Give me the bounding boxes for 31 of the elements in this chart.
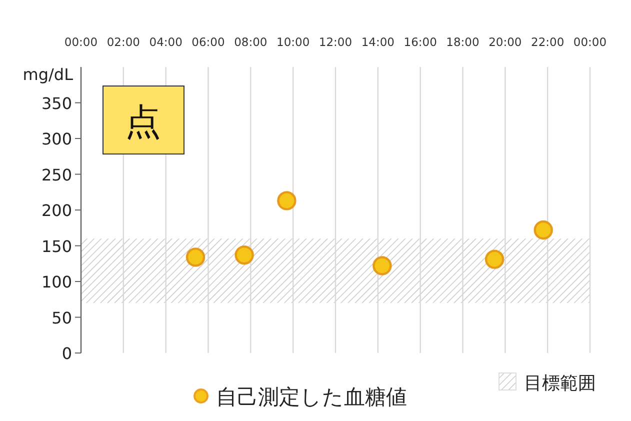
x-tick-label: 00:00 bbox=[64, 35, 98, 49]
point bbox=[186, 248, 206, 267]
point bbox=[372, 256, 392, 276]
y-tick-label: 250 bbox=[41, 165, 72, 184]
y-tick-label: 350 bbox=[41, 94, 72, 113]
y-tick-label: 50 bbox=[52, 308, 72, 328]
legend-label: 自己測定した血糖値 bbox=[216, 385, 407, 409]
y-tick-label: 100 bbox=[41, 272, 72, 292]
y-tick-label: 150 bbox=[41, 236, 72, 256]
y-tick-label: 0 bbox=[62, 344, 72, 363]
y-axis-title: mg/dL bbox=[22, 65, 74, 84]
x-tick-label: 16:00 bbox=[404, 35, 437, 49]
x-tick-label: 08:00 bbox=[234, 35, 268, 49]
x-tick-label: 00:00 bbox=[573, 35, 607, 49]
legend-label: 目標範囲 bbox=[524, 373, 596, 394]
x-tick-label: 04:00 bbox=[149, 35, 182, 49]
y-tick-label: 200 bbox=[41, 201, 72, 220]
x-tick-label: 06:00 bbox=[192, 35, 225, 49]
point bbox=[234, 245, 254, 265]
x-tick-label: 14:00 bbox=[361, 35, 394, 49]
x-tick-label: 20:00 bbox=[488, 35, 522, 49]
y-tick-label: 300 bbox=[41, 130, 72, 148]
point bbox=[277, 191, 296, 210]
annotation: 点 bbox=[125, 102, 161, 143]
x-tick-label: 22:00 bbox=[531, 35, 564, 49]
x-tick-label: 02:00 bbox=[106, 35, 140, 49]
x-tick-label: 10:00 bbox=[276, 35, 310, 49]
point bbox=[534, 220, 553, 240]
x-tick-label: 18:00 bbox=[446, 35, 480, 49]
x-tick-label: 12:00 bbox=[318, 35, 352, 49]
point bbox=[484, 250, 504, 269]
